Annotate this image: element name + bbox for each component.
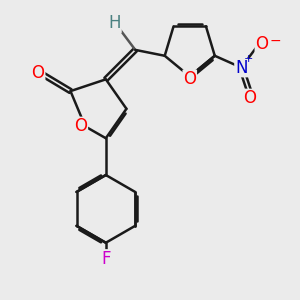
Text: O: O bbox=[255, 35, 268, 53]
Text: O: O bbox=[74, 117, 87, 135]
Text: O: O bbox=[244, 89, 256, 107]
Text: −: − bbox=[269, 34, 281, 48]
Text: H: H bbox=[108, 14, 121, 32]
Text: F: F bbox=[101, 250, 111, 268]
Text: O: O bbox=[183, 70, 196, 88]
Text: +: + bbox=[244, 54, 253, 64]
Text: N: N bbox=[235, 58, 247, 76]
Text: O: O bbox=[32, 64, 45, 82]
